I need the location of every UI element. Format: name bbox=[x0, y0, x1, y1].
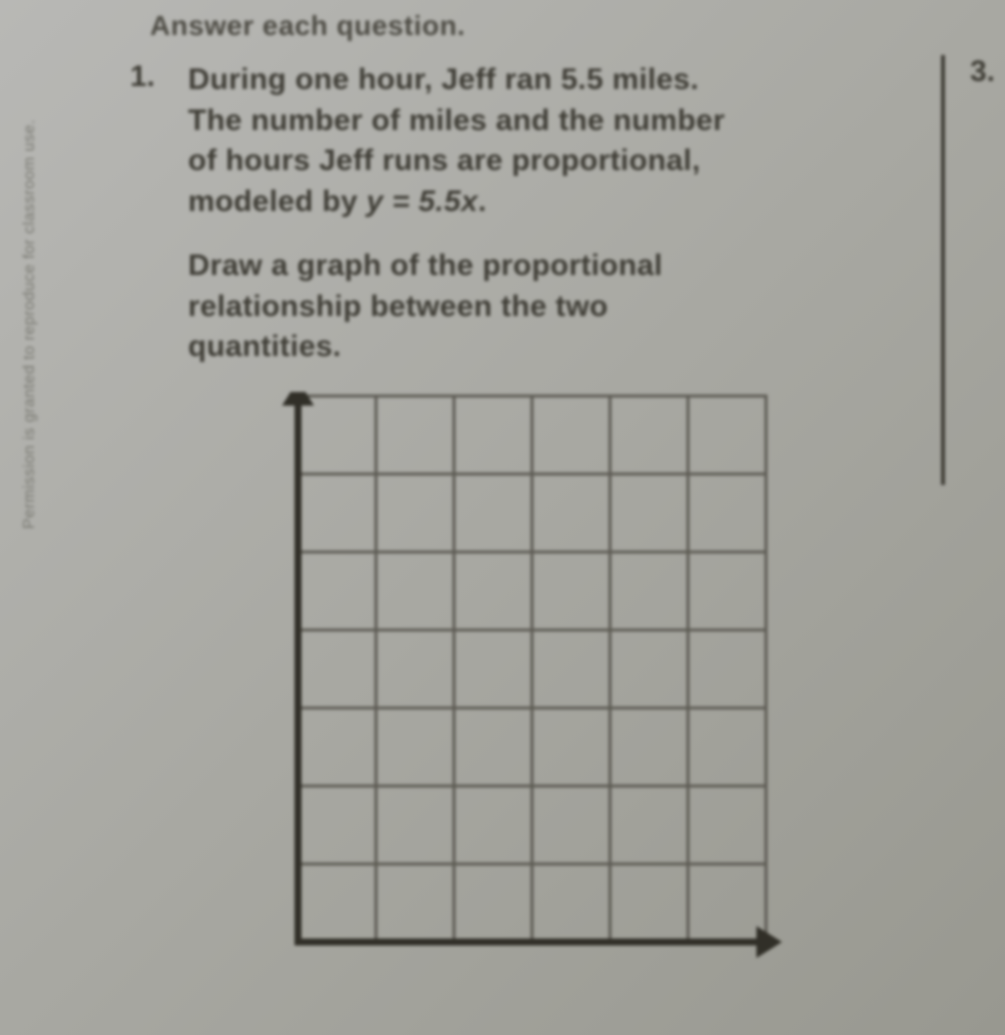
question-paragraph-2: Draw a graph of the proportional relatio… bbox=[188, 246, 925, 368]
question-paragraph-1: During one hour, Jeff ran 5.5 miles. The… bbox=[188, 60, 925, 222]
q2-line1: Draw a graph of the proportional bbox=[188, 249, 663, 282]
equation: y = 5.5x bbox=[366, 185, 478, 218]
next-question-number: 3. bbox=[970, 55, 995, 89]
q2-line2: relationship between the two bbox=[188, 290, 608, 323]
column-divider bbox=[941, 55, 945, 485]
question-block: 1. During one hour, Jeff ran 5.5 miles. … bbox=[130, 60, 925, 992]
question-body: During one hour, Jeff ran 5.5 miles. The… bbox=[188, 60, 925, 992]
q1-line2: The number of miles and the number bbox=[188, 104, 725, 137]
q1-line3: of hours Jeff runs are proportional, bbox=[188, 144, 701, 177]
q2-line3: quantities. bbox=[188, 330, 341, 363]
worksheet-page: Answer each question. 1. During one hour… bbox=[0, 0, 1005, 1035]
grid-svg bbox=[268, 392, 828, 992]
q1-line1: During one hour, Jeff ran 5.5 miles. bbox=[188, 63, 699, 96]
q1-line4-suffix: . bbox=[478, 185, 487, 218]
copyright-side-text: Permission is granted to reproduce for c… bbox=[21, 119, 39, 529]
q1-line4-prefix: modeled by bbox=[188, 185, 366, 218]
header-instruction: Answer each question. bbox=[150, 10, 945, 42]
blank-graph-grid bbox=[268, 392, 925, 992]
question-number: 1. bbox=[130, 60, 160, 992]
